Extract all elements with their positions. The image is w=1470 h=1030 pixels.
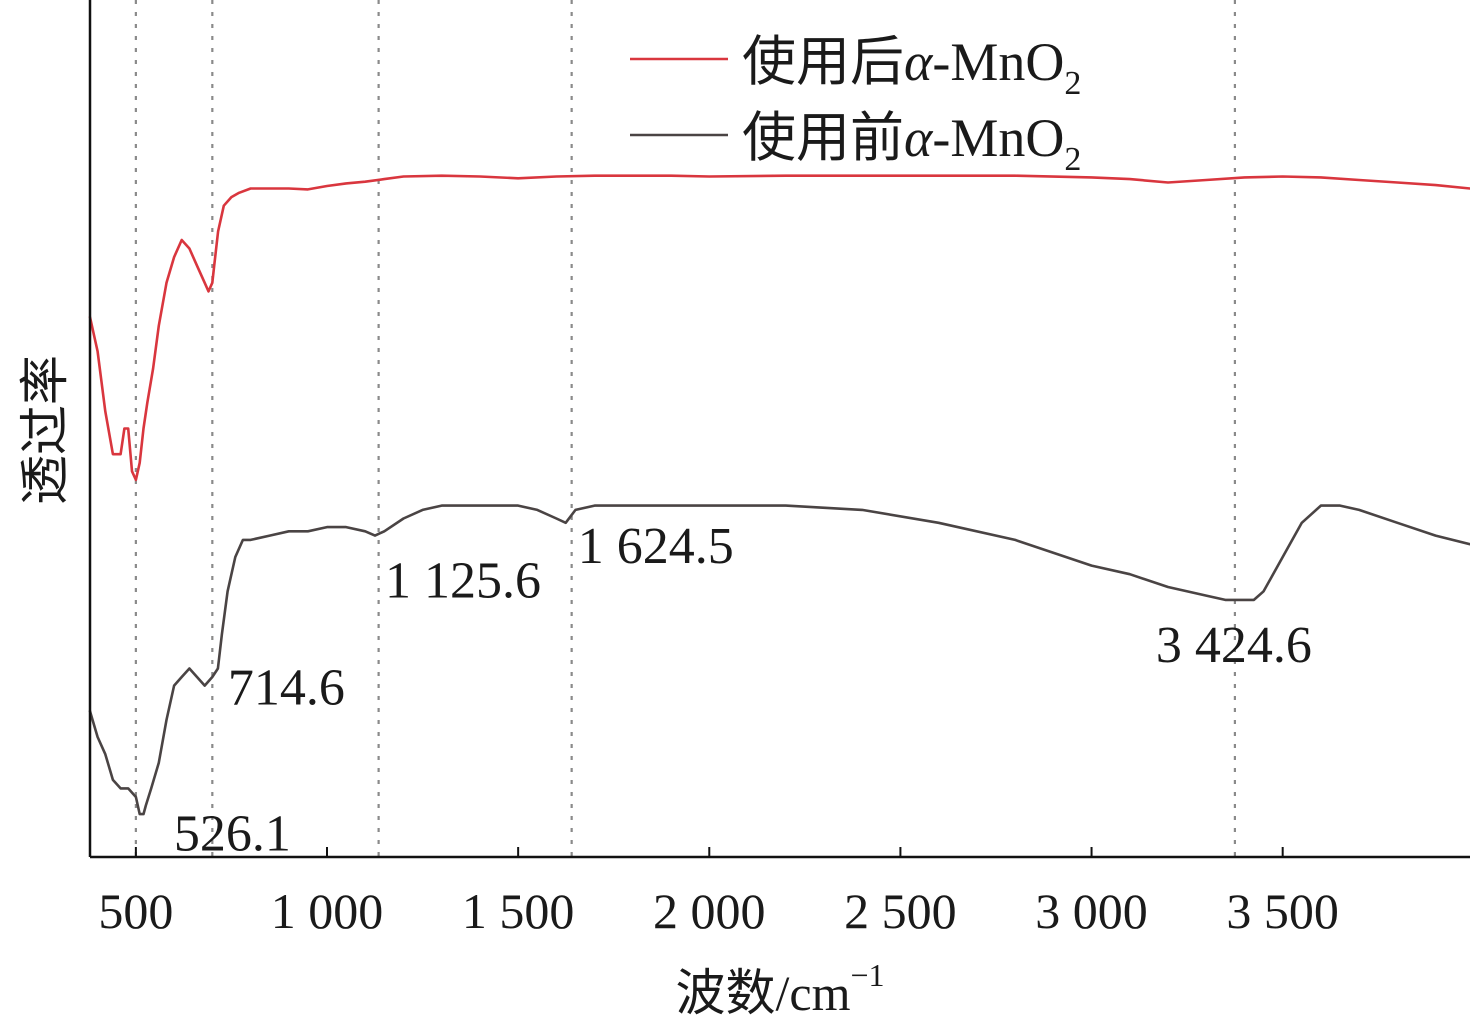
x-tick-label: 500 — [98, 883, 173, 939]
series-line-before-use — [88, 504, 1470, 816]
x-ticks: 500 1 000 1 500 2 000 2 500 3 000 3 500 — [98, 847, 1339, 939]
peak-label: 1 125.6 — [385, 553, 541, 610]
legend-label: 使用前α-MnO2 — [742, 108, 1081, 178]
x-axis-label: 波数/cm−1 — [675, 957, 884, 1021]
peak-label: 526.1 — [174, 805, 291, 862]
reference-lines — [134, 0, 1237, 857]
x-tick-label: 3 500 — [1226, 883, 1339, 939]
series-line-after-use — [88, 174, 1470, 482]
peak-annotations: 526.1 714.6 1 125.6 1 624.5 3 424.6 — [174, 518, 1312, 863]
peak-label: 714.6 — [228, 659, 345, 716]
peak-label: 1 624.5 — [578, 518, 734, 575]
axes — [88, 0, 1470, 859]
x-tick-label: 1 500 — [462, 883, 575, 939]
x-tick-label: 2 500 — [844, 883, 957, 939]
y-axis-label: 透过率 — [17, 355, 73, 505]
x-tick-label: 3 000 — [1035, 883, 1148, 939]
legend-label: 使用后α-MnO2 — [742, 32, 1081, 102]
x-tick-label: 2 000 — [653, 883, 766, 939]
series-lines — [88, 174, 1470, 816]
peak-label: 3 424.6 — [1156, 617, 1312, 674]
x-tick-label: 1 000 — [271, 883, 384, 939]
